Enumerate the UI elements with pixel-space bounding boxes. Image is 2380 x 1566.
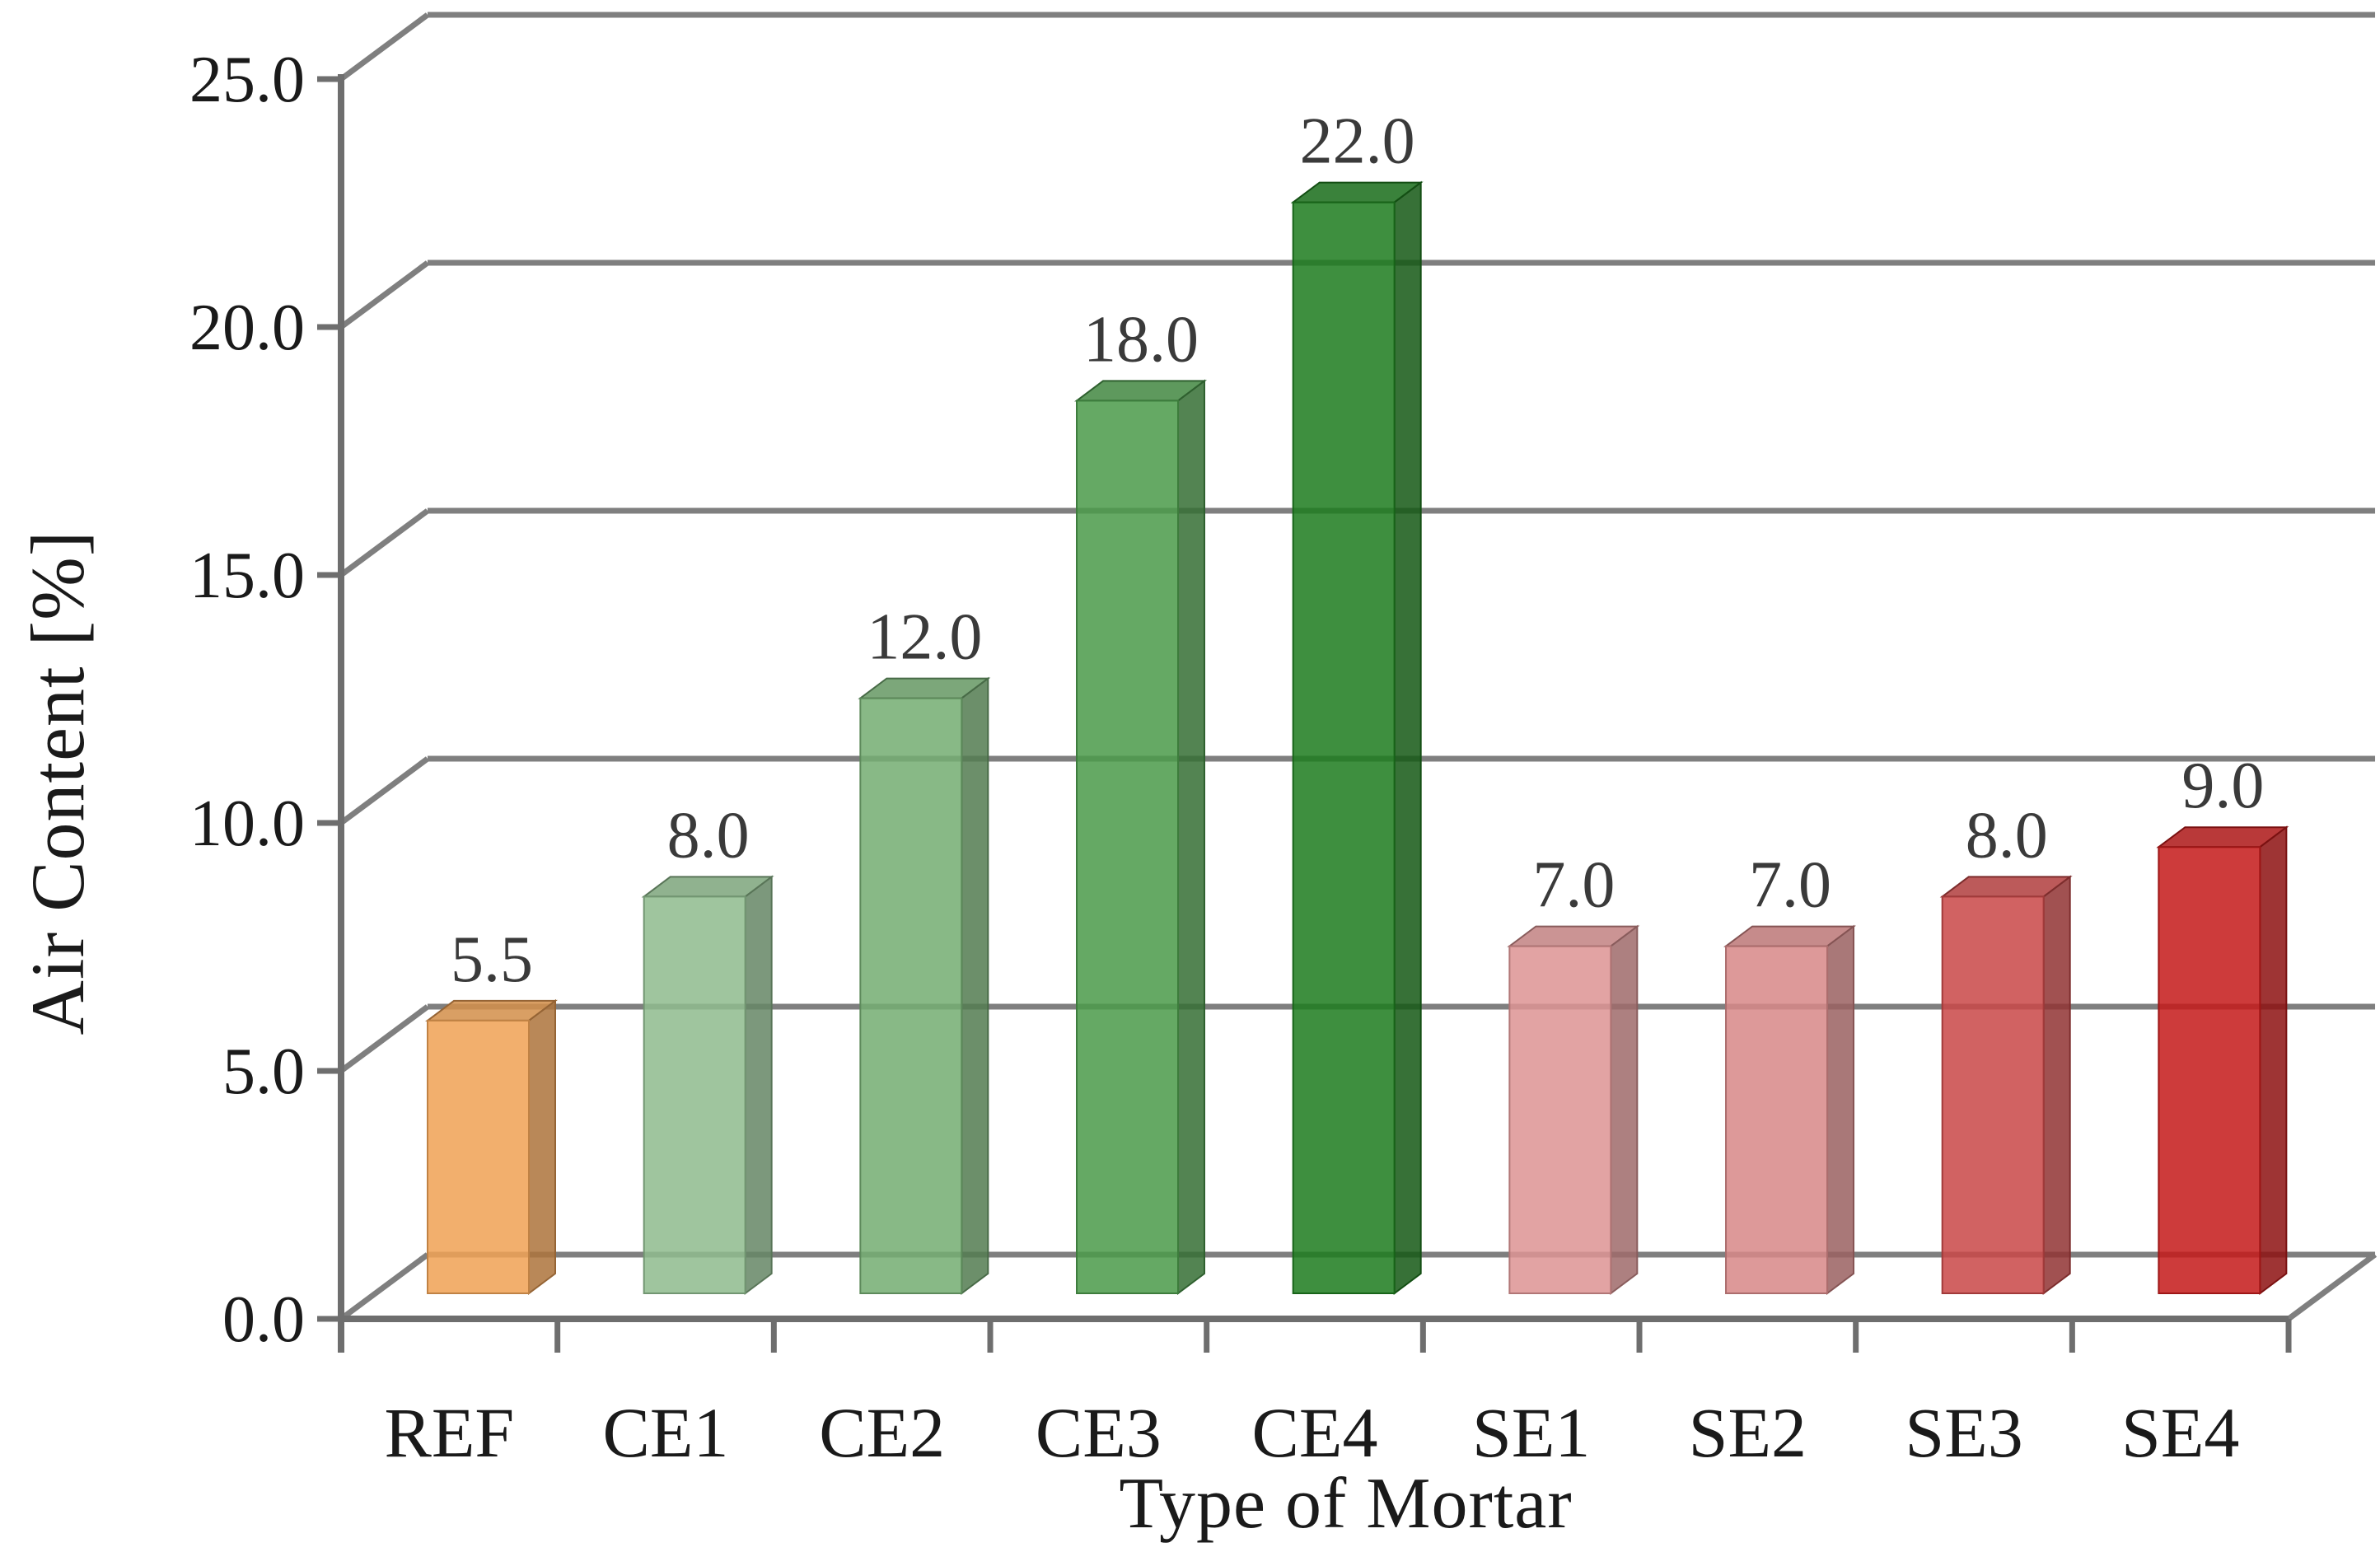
bar-side-face [1826, 924, 1855, 1295]
bar-SE4: 9.0 [2156, 750, 2289, 1295]
x-category-label: SE1 [1472, 1393, 1590, 1472]
x-category-label: SE3 [1905, 1393, 2022, 1472]
gridline-connector [339, 12, 430, 82]
bar-front-face [1292, 201, 1396, 1294]
x-category-label: SE4 [2121, 1393, 2239, 1472]
bar-data-label: 8.0 [667, 799, 750, 872]
x-category-label: CE2 [819, 1393, 945, 1472]
bar-side-face [961, 676, 989, 1295]
bar-side-face [1610, 924, 1639, 1295]
bar-SE2: 7.0 [1723, 849, 1857, 1295]
x-category-label: CE1 [603, 1393, 729, 1472]
bar-front-face [643, 895, 746, 1294]
gridline-connector [339, 260, 430, 330]
bar-data-label: 7.0 [1532, 849, 1615, 922]
y-tick-label: 25.0 [189, 44, 305, 116]
bar-front-face [2158, 846, 2261, 1294]
bar-CE1: 8.0 [641, 799, 774, 1295]
gridline-connector [339, 508, 430, 577]
bar-data-label: 22.0 [1300, 105, 1415, 178]
bar-data-label: 18.0 [1083, 303, 1199, 376]
y-tick-label: 20.0 [189, 292, 305, 364]
floor-right-edge [2286, 1252, 2378, 1321]
bar-CE2: 12.0 [858, 601, 991, 1295]
x-category-label: SE2 [1689, 1393, 1807, 1472]
axes [317, 74, 2292, 1353]
bar-side-face [744, 875, 773, 1295]
x-category-label: CE4 [1252, 1393, 1378, 1472]
bar-side-face [2042, 875, 2071, 1295]
y-tick-label: 10.0 [189, 788, 305, 860]
bar-data-label: 7.0 [1749, 849, 1831, 922]
bar-CE4: 22.0 [1290, 105, 1424, 1295]
bar-side-face [1177, 379, 1206, 1295]
bar-front-face [859, 697, 963, 1294]
x-category-labels: REF CE1 CE2 CE3 CE4 SE1 SE2 SE3 SE4 [384, 1393, 2239, 1472]
bar-front-face [1941, 895, 2045, 1294]
bar-data-label: 5.5 [451, 923, 533, 996]
floor-left-edge [339, 1252, 430, 1321]
bar-REF: 5.5 [425, 923, 558, 1295]
bar-data-label: 8.0 [1966, 799, 2048, 872]
bar-SE3: 8.0 [1939, 799, 2073, 1295]
bar-front-face [1508, 945, 1612, 1294]
y-tick-labels: 0.0 5.0 10.0 15.0 20.0 25.0 [189, 44, 305, 1356]
x-category-label: CE3 [1036, 1393, 1162, 1472]
bar-side-face [528, 998, 556, 1295]
y-tick-label: 15.0 [189, 540, 305, 612]
gridline-connector [339, 756, 430, 825]
bar-SE1: 7.0 [1507, 849, 1640, 1295]
bar-front-face [427, 1019, 530, 1294]
bar-data-label: 9.0 [2181, 750, 2264, 822]
bar-front-face [1076, 400, 1180, 1294]
y-tick-label: 5.0 [222, 1035, 305, 1108]
bar-CE3: 18.0 [1074, 303, 1208, 1295]
x-category-label: REF [384, 1393, 514, 1472]
bar-data-label: 12.0 [867, 601, 982, 674]
bar-side-face [1393, 180, 1422, 1295]
gridline-connector [339, 1004, 430, 1073]
bar-front-face [1725, 945, 1829, 1294]
bars: 5.5 8.0 12.0 18.0 22.0 7.0 7.0 8.0 9.0 [425, 105, 2289, 1295]
bar-side-face [2259, 825, 2288, 1295]
y-tick-label: 0.0 [222, 1283, 305, 1356]
